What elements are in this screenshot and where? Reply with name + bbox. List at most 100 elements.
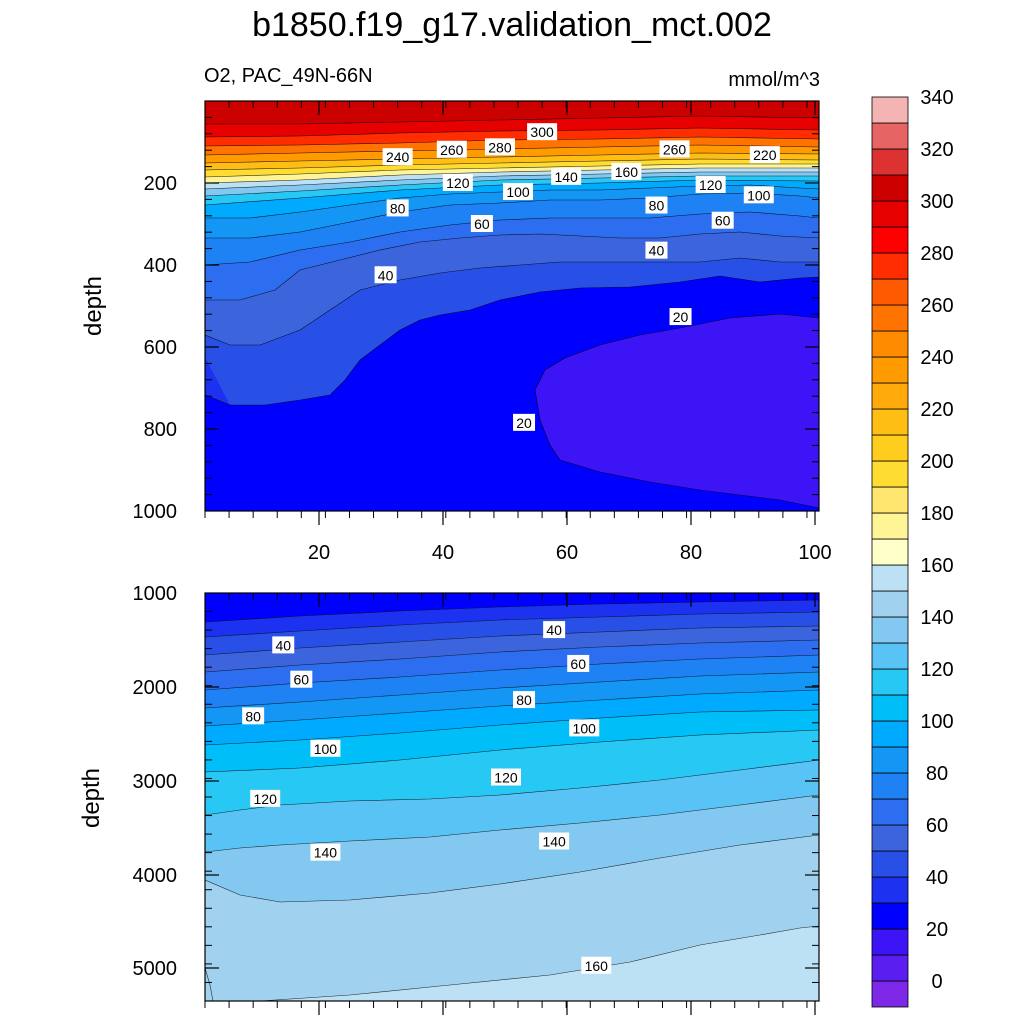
- contour-label-text: 100: [747, 187, 771, 203]
- contour-label-box: [611, 162, 642, 180]
- colorbar-tick-label: 280: [920, 243, 953, 265]
- units-label: mmol/m^3: [728, 69, 820, 91]
- contour-label: 120: [695, 176, 726, 194]
- contour-label: 220: [749, 146, 780, 164]
- lower-ytick-label: 4000: [133, 865, 178, 887]
- colorbar-boxes: [871, 96, 909, 1008]
- contour-label: 160: [611, 162, 642, 180]
- contour-label: 260: [659, 140, 690, 158]
- contour-label-text: 60: [715, 213, 731, 229]
- contour-label-box: [242, 707, 265, 725]
- colorbar-box: [871, 720, 909, 748]
- upper-xtick-label: 40: [432, 542, 454, 564]
- contour-label: 140: [551, 167, 582, 185]
- colorbar-box: [871, 486, 909, 514]
- colorbar: 0 20 40 60 80 100 120 140 160 180 200 220 240 260 280 3…: [871, 87, 954, 1008]
- colorbar-box: [871, 200, 909, 228]
- colorbar-box: [871, 330, 909, 358]
- lower-ytick-label: 1000: [133, 583, 178, 605]
- colorbar-box: [871, 564, 909, 592]
- contour-label: 20: [669, 308, 692, 326]
- colorbar-tick-label: 240: [920, 347, 953, 369]
- contour-label-text: 140: [314, 845, 338, 861]
- colorbar-box: [871, 356, 909, 384]
- colorbar-tick-label: 320: [920, 139, 953, 161]
- upper-xtick-label: 60: [556, 542, 578, 564]
- upper-x-tick-labels: 20 40 60 80 100: [308, 542, 832, 564]
- contour-label-box: [442, 174, 473, 191]
- contour-label: 120: [250, 789, 281, 807]
- upper-ytick-label: 800: [144, 419, 177, 441]
- chart-title: b1850.f19_g17.validation_mct.002: [252, 6, 772, 44]
- colorbar-box: [871, 96, 909, 124]
- contour-label-text: 240: [386, 149, 410, 165]
- colorbar-box: [871, 616, 909, 644]
- contour-label-box: [645, 196, 668, 214]
- colorbar-box: [871, 278, 909, 306]
- colorbar-tick-label: 140: [920, 607, 953, 629]
- contour-label-text: 120: [254, 791, 278, 807]
- contour-label: 160: [581, 956, 612, 974]
- upper-xtick-label: 20: [308, 542, 330, 564]
- upper-panel: 200 400 600 800 1000 20 40 60 80 100 dep…: [80, 100, 832, 564]
- contour-label-box: [569, 719, 600, 737]
- colorbar-box: [871, 694, 909, 722]
- colorbar-box: [871, 460, 909, 488]
- colorbar-box: [871, 876, 909, 904]
- upper-ytick-label: 200: [144, 173, 177, 195]
- colorbar-box: [871, 512, 909, 540]
- variable-label: O2, PAC_49N-66N: [204, 65, 373, 87]
- contour-label-box: [374, 266, 397, 284]
- colorbar-box: [871, 824, 909, 852]
- contour-label-text: 260: [440, 142, 464, 158]
- colorbar-tick-label: 120: [920, 659, 953, 681]
- colorbar-box: [871, 174, 909, 202]
- contour-label-box: [436, 140, 467, 158]
- colorbar-box: [871, 226, 909, 254]
- colorbar-tick-label: 40: [926, 867, 948, 889]
- contour-label: 260: [436, 140, 467, 158]
- contour-label: 100: [310, 739, 341, 757]
- contour-label-box: [539, 832, 570, 850]
- contour-label-text: 80: [245, 708, 261, 724]
- contour-label: 80: [513, 691, 536, 709]
- colorbar-box: [871, 902, 909, 930]
- colorbar-tick-label: 60: [926, 815, 948, 837]
- colorbar-tick-label: 200: [920, 451, 953, 473]
- contour-label-text: 120: [446, 175, 470, 191]
- contour-label-text: 40: [546, 622, 562, 638]
- colorbar-tick-labels: 0 20 40 60 80 100 120 140 160 180 200 220 240 260 280 3…: [920, 87, 953, 993]
- colorbar-box: [871, 798, 909, 826]
- contour-label-text: 60: [294, 672, 310, 688]
- contour-label-text: 100: [506, 184, 530, 200]
- lower-ytick-label: 2000: [133, 677, 178, 699]
- contour-label-box: [382, 148, 413, 166]
- lower-panel: 1000 2000 3000 4000 5000 depth 40 40 60 60 8…: [78, 583, 820, 1015]
- contour-label-box: [513, 413, 536, 431]
- contour-label: 300: [527, 123, 558, 141]
- colorbar-box: [871, 850, 909, 878]
- upper-x-ticks: [318, 101, 816, 525]
- colorbar-box: [871, 928, 909, 956]
- contour-label-box: [645, 241, 668, 259]
- contour-label: 60: [470, 215, 493, 232]
- contour-label-text: 40: [649, 243, 665, 259]
- upper-y-axis-label: depth: [80, 276, 107, 336]
- contour-label: 60: [567, 654, 590, 672]
- contour-label-text: 100: [573, 720, 597, 736]
- contour-label-box: [711, 211, 734, 229]
- contour-label-text: 100: [314, 741, 338, 757]
- contour-label: 80: [645, 196, 668, 214]
- colorbar-box: [871, 148, 909, 176]
- contour-label: 120: [442, 174, 473, 191]
- contour-label-box: [484, 138, 515, 156]
- colorbar-tick-label: 160: [920, 555, 953, 577]
- contour-label: 60: [290, 670, 313, 688]
- contour-label: 80: [386, 199, 409, 217]
- contour-label-text: 120: [699, 177, 723, 193]
- contour-label-text: 140: [542, 834, 566, 850]
- colorbar-tick-label: 0: [931, 971, 942, 993]
- contour-label: 140: [539, 832, 570, 850]
- contour-label-text: 80: [390, 200, 406, 216]
